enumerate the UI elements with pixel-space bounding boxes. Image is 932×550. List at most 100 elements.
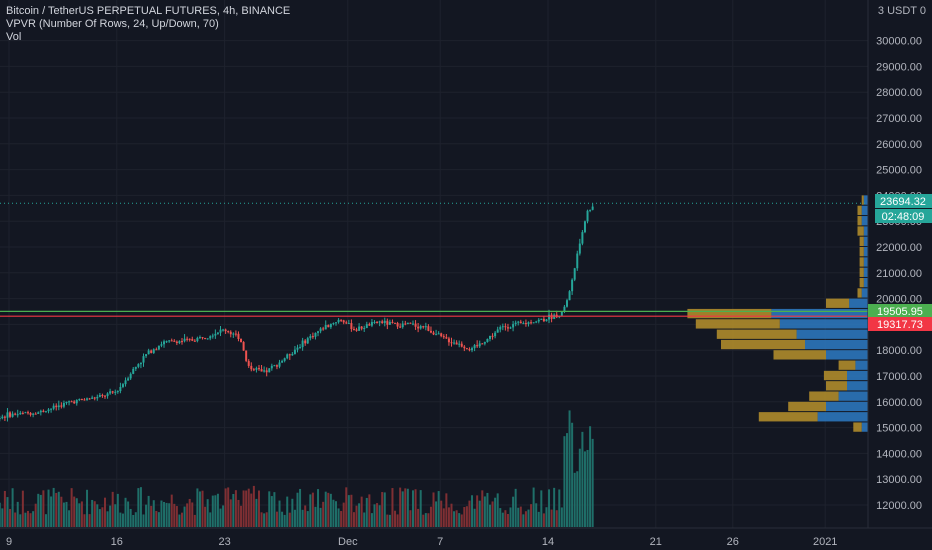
volume-bar	[234, 490, 237, 527]
candle-body	[481, 343, 484, 345]
vp-bar-up	[796, 329, 868, 339]
volume-bar	[396, 514, 399, 527]
volume-bar	[496, 493, 499, 527]
volume-bar	[11, 488, 14, 527]
volume-bar	[352, 512, 355, 527]
volume-bar	[173, 503, 176, 527]
volume-bar	[1, 508, 4, 527]
candle-body	[160, 344, 163, 346]
volume-bar	[214, 495, 217, 527]
volume-bar	[311, 492, 314, 527]
candle-body	[247, 360, 250, 366]
volume-bar	[222, 505, 225, 527]
volume-bar	[358, 503, 361, 527]
volume-bar	[578, 448, 581, 527]
countdown-tag: 02:48:09	[875, 209, 932, 223]
volume-bar	[583, 451, 586, 527]
volume-bar	[537, 511, 540, 527]
volume-bar	[522, 514, 525, 527]
candle-body	[394, 322, 397, 324]
candle-body	[581, 232, 584, 244]
candle-body	[429, 330, 432, 333]
volume-bar	[512, 496, 515, 527]
candle-body	[532, 322, 535, 324]
volume-bar	[391, 488, 394, 527]
volume-bar	[481, 490, 484, 527]
vp-bar-down	[859, 267, 864, 277]
volume-bar	[555, 510, 558, 527]
y-tick-label: 25000.00	[876, 165, 922, 177]
volume-bar	[73, 496, 76, 527]
volume-bar	[314, 506, 317, 527]
candle-body	[204, 337, 207, 339]
candle-body	[29, 413, 32, 415]
candle-body	[299, 347, 302, 349]
vp-bar-down	[853, 422, 862, 432]
volume-bar	[499, 508, 502, 527]
volume-bar	[411, 490, 414, 527]
green-level-tag: 19505.95	[868, 304, 932, 318]
candle-body	[26, 412, 29, 414]
symbol-title[interactable]: Bitcoin / TetherUS PERPETUAL FUTURES, 4h…	[6, 5, 291, 17]
volume-bar	[260, 512, 263, 527]
candle-body	[68, 401, 71, 403]
candle-body	[578, 243, 581, 254]
volume-bar	[429, 506, 432, 527]
candle-body	[542, 318, 545, 322]
candle-body	[47, 409, 50, 412]
candle-body	[116, 391, 119, 393]
volume-bar	[147, 495, 150, 527]
candle-body	[435, 334, 438, 336]
candle-body	[327, 325, 330, 328]
vp-bar-down	[859, 277, 864, 288]
candle-body	[127, 378, 130, 381]
vp-bar-down	[857, 205, 862, 216]
volume-indicator-label[interactable]: Vol	[6, 31, 22, 43]
candle-body	[560, 311, 563, 316]
volume-bar	[322, 501, 325, 527]
vp-bar-up	[817, 412, 868, 422]
candle-body	[450, 342, 453, 344]
candle-body	[240, 338, 243, 343]
candle-body	[530, 322, 533, 324]
candle-body	[486, 338, 489, 343]
candle-body	[563, 306, 566, 312]
candle-body	[296, 347, 299, 350]
volume-bar	[83, 514, 86, 527]
time-axis[interactable]: 9 16 23 Dec 7 14 21 26 2021	[6, 536, 838, 548]
candle-body	[519, 321, 522, 324]
volume-bar	[52, 487, 55, 527]
y-tick-label: 16000.00	[876, 397, 922, 409]
candle-body	[224, 329, 227, 332]
vpvr-indicator-label[interactable]: VPVR (Number Of Rows, 24, Up/Down, 70)	[6, 18, 219, 30]
volume-bar	[465, 506, 468, 527]
candle-body	[291, 353, 294, 356]
volume-bar	[121, 513, 124, 527]
last-price-value: 23694.32	[880, 196, 926, 208]
candle-body	[488, 335, 491, 339]
volume-bar	[86, 489, 89, 527]
volume-bar	[16, 501, 19, 527]
volume-bar	[317, 489, 320, 527]
volume-bar	[68, 510, 71, 527]
vp-bar-down	[857, 216, 862, 226]
volume-bar	[127, 501, 130, 527]
volume-bar	[62, 502, 65, 527]
volume-bar	[486, 492, 489, 527]
volume-bar	[363, 512, 366, 527]
volume-bar	[145, 504, 148, 527]
candle-body	[9, 412, 12, 417]
y-tick-label: 13000.00	[876, 474, 922, 486]
candle-body	[183, 338, 186, 342]
candle-body	[142, 356, 145, 363]
vp-bar-up	[863, 257, 868, 267]
y-tick-label: 29000.00	[876, 61, 922, 73]
candle-body	[537, 319, 540, 322]
candle-body	[255, 368, 258, 370]
volume-bar	[478, 500, 481, 527]
vp-bar-up	[849, 298, 868, 308]
candle-body	[19, 412, 22, 415]
y-tick-label: 12000.00	[876, 500, 922, 512]
candle-body	[455, 342, 458, 345]
